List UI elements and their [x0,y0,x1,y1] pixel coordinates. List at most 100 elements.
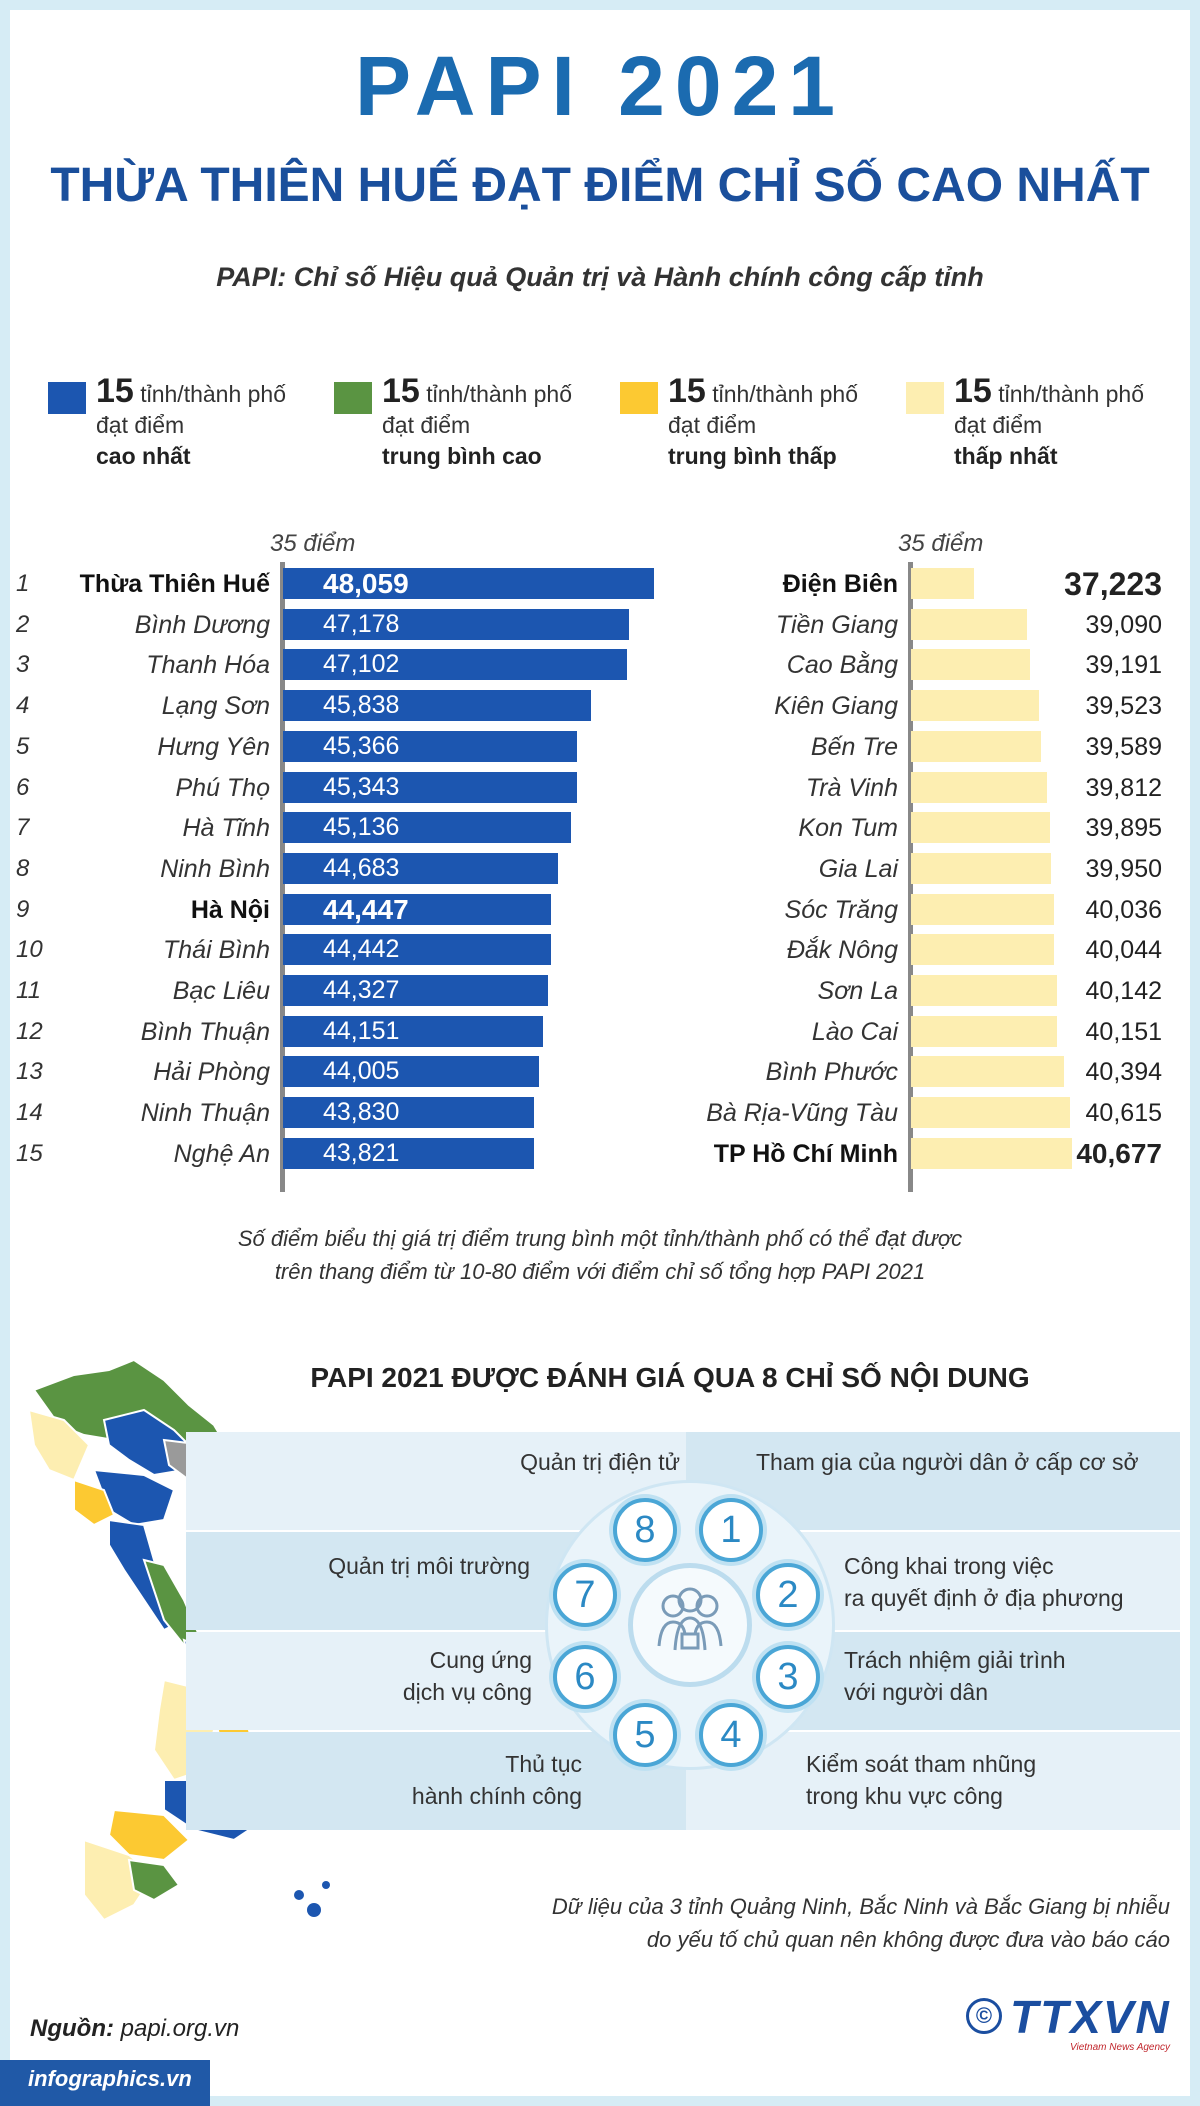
bar [911,934,1054,966]
indicator-7-label: Quản trị môi trường [230,1550,530,1582]
indicator-label-line: với người dân [844,1679,989,1705]
map-island [322,1881,330,1889]
province-label: Lạng Sơn [161,692,270,721]
legend-swatch [620,382,658,414]
legend-unit: tỉnh/thành phố [133,381,287,407]
province-label: Bạc Liêu [172,977,270,1005]
indicator-label-line: Tham gia của người dân ở cấp cơ sở [756,1449,1139,1475]
province-label: Kon Tum [798,814,898,843]
bar [283,568,654,599]
legend-desc: cao nhất [96,443,191,469]
province-label: Trà Vinh [805,773,898,802]
province-label: Tiền Giang [775,610,898,639]
rank-label: 4 [16,692,30,720]
indicator-label-line: Kiểm soát tham nhũng [806,1751,1037,1777]
bar [283,690,591,722]
indicator-label-line: Thủ tục [505,1751,582,1777]
bar-value-label: 47,178 [323,609,400,638]
legend-count: 15 [954,372,992,410]
bar [283,852,558,884]
bar [911,1097,1070,1129]
rank-label: 2 [16,610,30,638]
bar [911,1015,1057,1047]
chart-note-line2: trên thang điểm từ 10-80 điểm với điểm c… [274,1259,926,1284]
bar [283,649,627,681]
province-label: Đắk Nông [786,936,898,965]
indicator-7-circle: 7 [553,1563,617,1627]
rank-label: 8 [16,854,30,882]
indicator-label-line: trong khu vực công [806,1783,1003,1809]
ttxvn-logo-sub: Vietnam News Agency [1070,2042,1171,2053]
left-axis-label: 35 điểm [270,530,355,558]
rank-label: 14 [16,1099,43,1127]
map-region-south-yellow [107,1808,191,1862]
bar-value-label: 44,005 [323,1057,400,1086]
bar-value-label: 37,223 [1064,566,1162,602]
bar [911,730,1041,762]
legend-line2: đạt điểm [382,412,471,438]
indicator-8-circle: 8 [613,1498,677,1562]
rank-label: 13 [16,1058,43,1086]
chart-note-line1: Số điểm biểu thị giá trị điểm trung bình… [237,1226,963,1251]
province-label: Ninh Thuận [140,1099,270,1128]
legend-text: 15 tỉnh/thành phố đạt điểm cao nhất [96,374,287,472]
bar-value-label: 39,090 [1085,610,1162,639]
bar-value-label: 40,394 [1085,1058,1162,1087]
indicator-label-line: Quản trị môi trường [328,1553,530,1579]
indicator-8-label: Quản trị điện tử [300,1446,680,1478]
province-label: Kiên Giang [774,692,898,721]
province-label: Bình Phước [765,1058,898,1087]
map-region-north-yellow [73,1478,116,1527]
bar [283,730,577,762]
rank-label: 12 [16,1017,43,1045]
province-label: TP Hồ Chí Minh [713,1139,898,1168]
indicator-label-line: Cung ứng [429,1647,532,1673]
province-label: Hà Nội [190,895,270,924]
bar-value-label: 48,059 [323,568,409,599]
indicator-label-line: dịch vụ công [402,1679,532,1705]
legend-swatch [906,382,944,414]
bar-value-label: 43,830 [323,1098,400,1127]
ttxvn-logo: TTXVN [1010,1991,1171,2043]
indicator-4-circle: 4 [699,1703,763,1767]
legend-line2: đạt điểm [96,412,185,438]
legend-count: 15 [96,372,134,410]
indicator-1-circle: 1 [699,1498,763,1562]
band-left-4 [186,1732,686,1830]
province-label: Thừa Thiên Huế [79,570,270,598]
copyright-icon: © [966,1998,1002,2034]
province-label: Điện Biên [782,570,898,598]
bar-value-label: 40,142 [1085,977,1162,1005]
bar [283,1056,539,1088]
bar [911,568,974,599]
bar [911,649,1030,681]
source-link: papi.org.vn [113,2015,240,2042]
bar [283,812,571,844]
indicator-3-label: Trách nhiệm giải trình với người dân [844,1644,1174,1708]
bar-value-label: 40,044 [1085,936,1162,965]
province-label: Sơn La [817,977,898,1005]
legend-item-bottom: 15 tỉnh/thành phố đạt điểm thấp nhất [906,374,1186,486]
province-label: Hải Phòng [153,1058,270,1087]
axis-num: 35 điểm [898,530,984,557]
source-label: Nguồn: [30,2015,114,2042]
bar [283,1015,543,1047]
footer-strip [0,2060,210,2106]
indicator-5-label: Thủ tục hành chính công [230,1748,582,1812]
legend-count: 15 [382,372,420,410]
bar-value-label: 44,151 [323,1016,400,1045]
province-label: Sóc Trăng [784,895,898,924]
indicator-label-line: Trách nhiệm giải trình [844,1647,1066,1673]
map-island [294,1890,304,1900]
tagline: PAPI: Chỉ số Hiệu quả Quản trị và Hành c… [216,262,984,292]
bar-value-label: 40,615 [1085,1099,1162,1128]
legend-unit: tỉnh/thành phố [419,381,573,407]
rank-label: 9 [16,895,30,923]
bar [911,852,1051,884]
source: Nguồn: papi.org.vn [30,2015,239,2043]
rank-label: 3 [16,651,30,679]
rank-label: 5 [16,732,30,760]
legend-line2: đạt điểm [668,412,757,438]
bar-value-label: 47,102 [323,650,400,679]
